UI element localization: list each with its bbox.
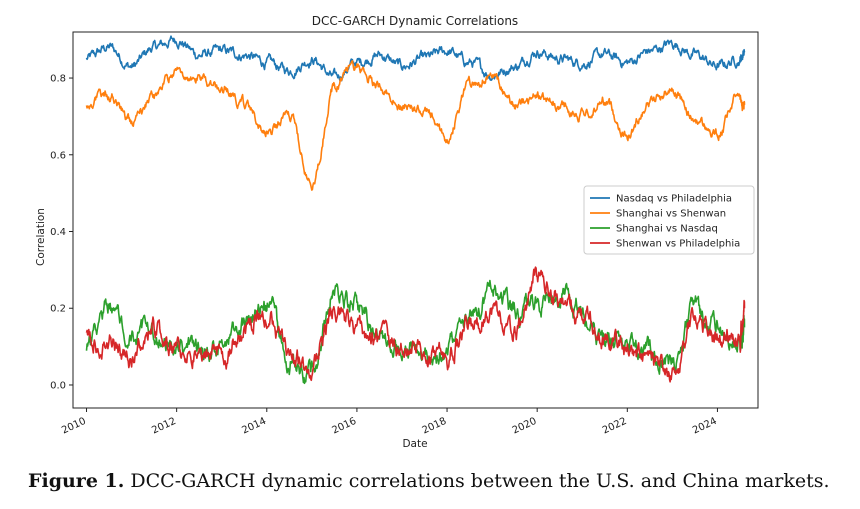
x-axis-title: Date bbox=[402, 438, 427, 450]
y-axis-title: Correlation bbox=[35, 208, 47, 266]
series-line-2 bbox=[85, 60, 746, 191]
x-axis: 2010 2012 2014 2016 2018 2020 2022 2024 bbox=[60, 408, 719, 436]
y-tick-label: 0.2 bbox=[50, 304, 66, 315]
figure-caption: Figure 1. DCC-GARCH dynamic correlations… bbox=[28, 470, 858, 492]
x-tick-label: 2016 bbox=[330, 416, 358, 437]
legend: Nasdaq vs Philadelphia Shanghai vs Shenwa… bbox=[583, 185, 755, 255]
series-line-4 bbox=[85, 266, 746, 383]
y-tick-label: 0.4 bbox=[50, 227, 66, 238]
x-tick-label: 2014 bbox=[240, 416, 268, 437]
series-line-3 bbox=[85, 279, 746, 385]
chart-title: DCC-GARCH Dynamic Correlations bbox=[312, 14, 518, 28]
y-tick-label: 0.8 bbox=[50, 74, 66, 85]
plot-frame bbox=[72, 31, 759, 409]
legend-box bbox=[583, 185, 755, 255]
y-tick-label: 0.6 bbox=[50, 150, 66, 161]
line-chart: DCC-GARCH Dynamic Correlations 0.0 0.2 0.4… bbox=[35, 14, 759, 450]
plot-series-group bbox=[85, 35, 746, 385]
y-axis: 0.0 0.2 0.4 0.6 0.8 bbox=[50, 74, 73, 391]
x-tick-label: 2020 bbox=[511, 416, 539, 437]
legend-label: Shanghai vs Shenwan bbox=[616, 209, 726, 220]
legend-label: Shanghai vs Nasdaq bbox=[616, 224, 718, 235]
figure-caption-text: DCC-GARCH dynamic correlations between t… bbox=[130, 470, 830, 492]
figure-label: Figure 1. bbox=[28, 470, 125, 492]
series-line-1 bbox=[85, 35, 746, 82]
x-tick-label: 2012 bbox=[150, 416, 178, 437]
x-tick-label: 2010 bbox=[60, 416, 88, 437]
x-tick-label: 2024 bbox=[691, 416, 719, 437]
y-tick-label: 0.0 bbox=[50, 380, 66, 391]
legend-label: Shenwan vs Philadelphia bbox=[616, 239, 740, 250]
x-tick-label: 2022 bbox=[601, 416, 629, 437]
legend-label: Nasdaq vs Philadelphia bbox=[616, 194, 732, 205]
x-tick-label: 2018 bbox=[421, 416, 449, 437]
